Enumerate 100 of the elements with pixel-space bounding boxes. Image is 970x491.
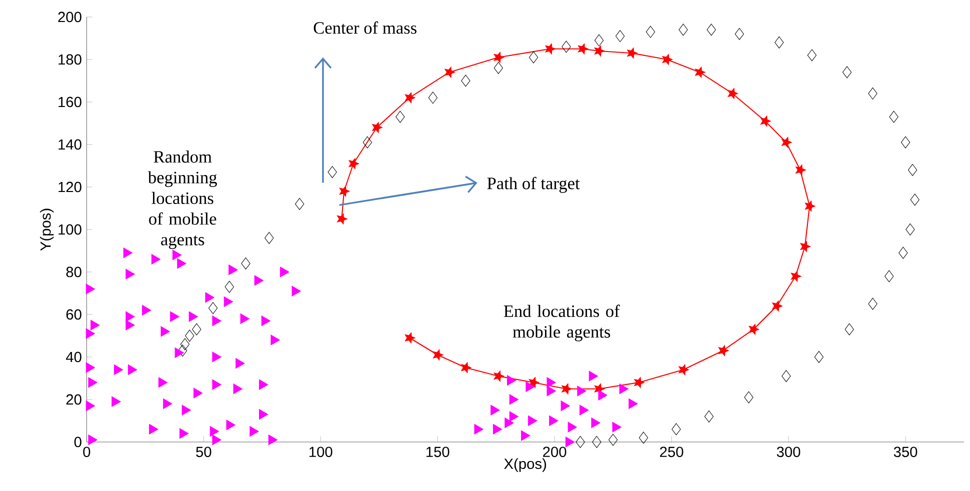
y-tick-label: 60 [66,309,82,320]
x-tick-label: 250 [660,446,684,458]
annotation: Random beginning locations of mobile agents [148,150,217,249]
point [126,268,135,280]
point [261,316,270,326]
point [782,370,791,382]
point [528,416,538,426]
point [212,316,222,326]
point [170,311,180,322]
point [772,300,782,312]
point [889,110,898,123]
point [212,434,222,446]
point [526,382,535,392]
point [88,377,98,388]
point [233,384,242,394]
point [592,436,602,448]
point [270,334,280,346]
point [580,404,589,416]
point [177,258,186,269]
y-tick-label: 80 [66,266,82,278]
y-tick-label: 40 [66,352,82,362]
point [598,390,608,400]
point [228,264,238,276]
x-tick-label: 300 [776,446,800,458]
point [807,49,816,62]
point [562,384,572,394]
point [749,324,759,334]
point [90,320,100,330]
point [128,364,138,375]
point [528,51,538,64]
point [405,92,415,103]
point [577,386,586,396]
point [734,28,744,40]
point [678,364,689,375]
annotation: Path of target [487,176,580,193]
point [188,311,198,322]
point [348,158,359,169]
y-tick-label: 160 [58,96,82,108]
point [328,166,337,178]
point [182,404,191,416]
point [695,67,705,78]
point [149,424,158,434]
point [506,375,516,386]
point [678,24,688,36]
point [627,48,638,58]
point [638,432,648,444]
point [205,292,214,303]
point [268,434,278,446]
point [114,364,124,375]
point [444,67,455,78]
point [509,394,518,405]
point [608,434,618,446]
point [588,370,598,382]
point [208,302,218,314]
point [86,328,96,339]
point [295,198,304,210]
point [337,214,348,224]
point [549,416,558,426]
point [562,40,571,53]
point [405,332,415,343]
point [900,136,910,148]
x-tick-label: 200 [543,446,566,458]
point [396,110,405,123]
point [728,88,738,99]
point [160,326,170,337]
point [868,298,878,310]
point [126,320,135,330]
point [796,164,806,176]
point [174,348,184,358]
point [250,426,259,437]
point [616,30,625,42]
point [612,422,622,432]
point [594,46,604,56]
point [565,436,575,448]
point [760,116,770,126]
point [546,386,556,396]
point [744,391,754,404]
y-tick-label: 0 [74,436,82,448]
point [362,136,372,148]
point [372,122,382,133]
point [151,254,161,264]
point [210,426,220,437]
annotation: Center of mass [314,21,416,34]
point [86,284,96,294]
point [490,404,500,416]
point [908,164,918,176]
point [292,286,301,296]
point [86,362,96,373]
point [340,186,350,196]
point [142,305,152,316]
point [123,248,132,258]
point [172,250,182,260]
point [474,424,484,434]
point [782,137,792,148]
point [646,26,656,38]
point [906,223,915,236]
point [492,424,502,434]
point [591,418,600,428]
point [576,436,585,448]
point [704,410,714,422]
